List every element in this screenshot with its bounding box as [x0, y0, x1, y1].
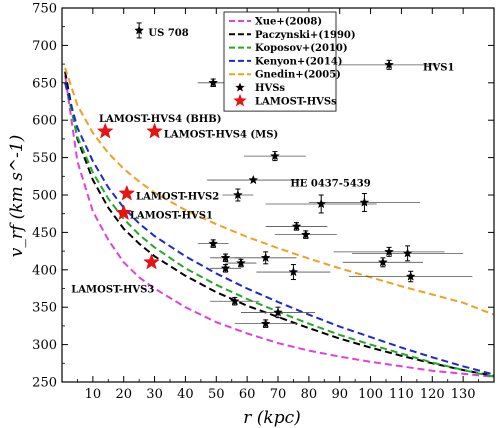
legend-label-5: HVSs [255, 83, 285, 94]
annotation-3: LAMOST-HVS4 (MS) [164, 130, 278, 141]
curve-0 [64, 75, 495, 378]
legend-label-1: Paczynski+(1990) [255, 30, 356, 41]
point-1-1 [146, 122, 163, 139]
annotation-0: US 708 [148, 28, 188, 39]
point-0-15 [288, 266, 299, 277]
x-tick-label-3: 40 [177, 387, 194, 402]
point-1-3 [115, 204, 132, 220]
annotation-6: LAMOST-HVS1 [130, 210, 213, 221]
x-tick-label-4: 50 [208, 387, 225, 402]
y-tick-label-1: 300 [32, 338, 57, 353]
curve-4 [64, 67, 495, 316]
point-1-4 [143, 253, 160, 270]
x-tick-label-10: 110 [389, 387, 414, 402]
point-0-9 [300, 229, 311, 239]
point-0-19 [405, 271, 416, 281]
point-0-13 [220, 263, 231, 273]
point-0-2 [384, 59, 395, 70]
x-tick-label-1: 20 [115, 387, 132, 402]
y-tick-label-5: 500 [32, 189, 57, 204]
point-1-0 [96, 122, 114, 139]
curve-2 [64, 82, 495, 378]
annotation-5: LAMOST-HVS2 [136, 192, 219, 203]
x-tick-label-12: 130 [451, 387, 476, 402]
legend-swatch-5 [235, 82, 245, 92]
legend-swatch-6 [233, 93, 247, 107]
annotation-2: LAMOST-HVS4 (BHB) [99, 114, 221, 125]
point-0-22 [260, 318, 271, 328]
legend-label-4: Gnedin+(2005) [255, 70, 341, 81]
point-0-18 [377, 257, 388, 267]
annotation-7: LAMOST-HVS3 [71, 285, 154, 296]
point-1-2 [118, 184, 136, 201]
y-tick-label-10: 750 [32, 2, 57, 17]
y-tick-label-2: 350 [32, 301, 57, 316]
x-tick-label-11: 120 [420, 387, 445, 402]
annotation-4: HE 0437-5439 [290, 178, 370, 189]
legend-label-2: Koposov+(2010) [255, 43, 348, 54]
x-tick-label-2: 30 [146, 387, 163, 402]
y-axis-title: v_rf (km s^-1) [7, 135, 27, 258]
legend-label-3: Kenyon+(2014) [255, 56, 343, 67]
point-0-6 [316, 198, 327, 209]
x-tick-label-5: 60 [239, 387, 256, 402]
y-tick-label-7: 600 [32, 114, 57, 129]
y-tick-label-4: 450 [32, 226, 57, 241]
y-tick-label-9: 700 [32, 39, 57, 54]
point-0-14 [260, 252, 271, 263]
curves-layer [64, 67, 495, 378]
point-0-7 [359, 197, 370, 207]
point-0-16 [384, 246, 395, 257]
annotation-1: HVS1 [423, 62, 454, 73]
x-tick-label-9: 100 [358, 387, 383, 402]
curve-3 [64, 82, 495, 376]
point-0-12 [236, 257, 246, 268]
x-tick-label-0: 10 [85, 387, 102, 402]
curve-1 [64, 71, 495, 377]
ticks-layer: 10 20 30 40 50 60 70 80 90 100 110 120 130 250 300 350 4… [32, 2, 494, 402]
point-0-10 [208, 238, 219, 248]
x-tick-label-6: 70 [270, 387, 287, 402]
point-0-3 [269, 150, 280, 161]
point-0-17 [402, 248, 413, 258]
point-0-11 [220, 252, 231, 263]
y-tick-label-6: 550 [32, 151, 57, 166]
points-layer [96, 25, 416, 328]
y-tick-label-3: 400 [32, 263, 57, 278]
point-0-21 [273, 307, 283, 317]
legend-label-0: Xue+(2008) [255, 17, 322, 28]
point-0-1 [208, 77, 219, 88]
point-0-0 [134, 25, 145, 35]
x-axis-title: r (kpc) [243, 408, 301, 428]
point-0-4 [248, 174, 259, 185]
annotations-layer: US 708 HVS1 LAMOST-HVS4 (BHB) LAMOST-HVS4 (… [71, 28, 454, 296]
point-0-20 [229, 296, 240, 306]
x-tick-label-8: 90 [331, 387, 348, 402]
y-tick-label-8: 650 [32, 76, 57, 91]
point-0-5 [232, 189, 243, 200]
x-tick-label-7: 80 [301, 387, 318, 402]
legend: Xue+(2008) Paczynski+(1990) Koposov+(2010)… [223, 11, 356, 112]
point-0-8 [291, 221, 302, 231]
legend-label-6: LAMOST-HVSs [255, 96, 337, 107]
y-tick-label-0: 250 [32, 376, 57, 391]
